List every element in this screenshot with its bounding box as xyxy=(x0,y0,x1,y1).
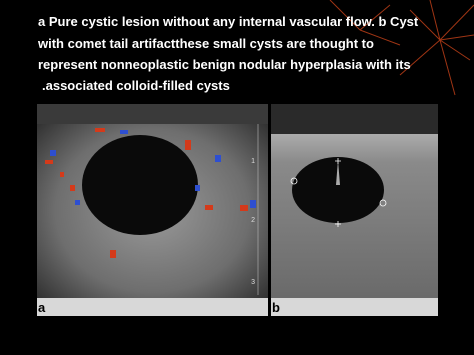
decoration xyxy=(329,0,474,96)
scale-label: 3 xyxy=(251,279,255,286)
caption-line: with comet tail artifactthese small cyst… xyxy=(37,36,374,51)
ultrasound-b: b xyxy=(271,104,438,316)
scale-label: 1 xyxy=(251,158,255,165)
scale-label: 2 xyxy=(251,217,255,224)
ultrasound-a: 1 2 3 a xyxy=(37,104,268,316)
caption-line: a Pure cystic lesion without any interna… xyxy=(38,14,419,29)
caption-line: represent nonneoplastic benign nodular h… xyxy=(38,57,411,72)
caption-line: .associated colloid-filled cysts xyxy=(42,78,230,93)
panel-label: a xyxy=(38,300,46,315)
caption: a Pure cystic lesion without any interna… xyxy=(37,14,419,93)
panel-label: b xyxy=(272,300,280,315)
